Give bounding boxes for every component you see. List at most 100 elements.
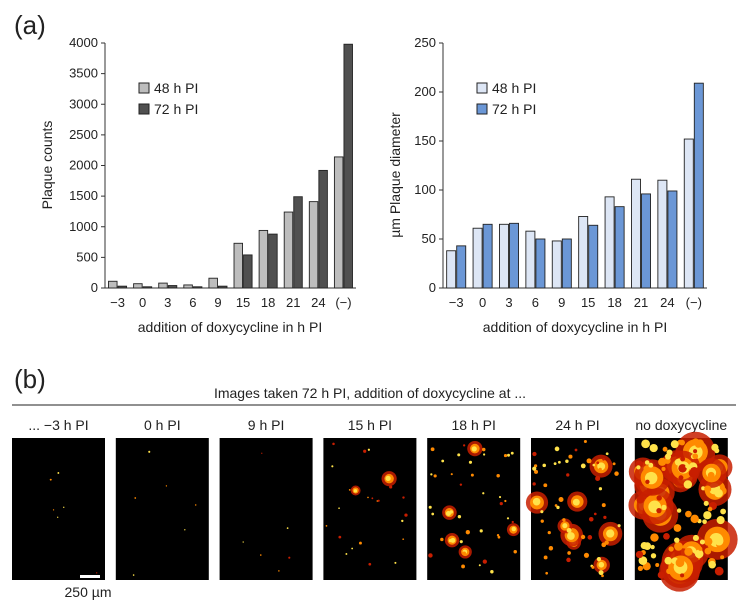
- y-tick-label: 100: [414, 182, 436, 197]
- bar-72-h-pi-2: [167, 285, 178, 289]
- bar-48-h-pi-6: [604, 196, 615, 289]
- x-tick-label: 18: [261, 295, 275, 310]
- x-tick-label: 24: [311, 295, 325, 310]
- y-tick-label: 3000: [69, 96, 98, 111]
- x-tick-label: (−): [335, 295, 351, 310]
- y-tick-label: 200: [414, 84, 436, 99]
- micrograph: [12, 438, 105, 580]
- bar-48-h-pi-1: [133, 283, 143, 289]
- scale-bar: [80, 575, 100, 578]
- image-column-label: no doxycycline: [635, 417, 727, 433]
- bar-72-h-pi-5: [588, 224, 599, 289]
- image-column-label: 0 h PI: [144, 417, 181, 433]
- bar-72-h-pi-1: [142, 286, 153, 289]
- bar-72-h-pi-3: [535, 238, 546, 289]
- image-column-3: 15 h PI: [323, 417, 417, 580]
- image-columns: ... −3 h PI 0 h PI 9 h PI 15 h PI 18 h PI 24 …: [12, 417, 738, 592]
- y-tick-label: 1500: [69, 188, 98, 203]
- y-tick-label: 150: [414, 133, 436, 148]
- x-tick-label: 21: [634, 295, 648, 310]
- image-column-label: 24 h PI: [555, 417, 599, 433]
- micrograph: [115, 438, 209, 580]
- x-tick-label: −3: [110, 295, 125, 310]
- bar-48-h-pi-0: [446, 250, 457, 289]
- x-tick-label: 3: [164, 295, 171, 310]
- bar-72-h-pi-4: [217, 285, 228, 289]
- image-column-5: 24 h PI: [525, 417, 624, 580]
- bar-72-h-pi-9: [693, 82, 704, 289]
- bar-48-h-pi-6: [258, 229, 269, 289]
- bar-72-h-pi-2: [509, 222, 519, 289]
- plaque-spots: [428, 440, 520, 574]
- y-tick-label: 2000: [69, 158, 98, 173]
- bar-48-h-pi-3: [183, 284, 193, 289]
- plaque-spots: [325, 442, 408, 566]
- plaque-spots: [49, 472, 98, 574]
- bar-48-h-pi-3: [525, 230, 536, 289]
- x-tick-label: 9: [214, 295, 221, 310]
- y-tick-label: 250: [414, 35, 436, 50]
- bar-72-h-pi-3: [192, 286, 203, 289]
- x-tick-label: 6: [189, 295, 196, 310]
- micrograph: [219, 438, 313, 580]
- chart-2-legend: 48 h PI 72 h PI: [476, 80, 536, 117]
- legend-swatch-48h: [476, 82, 488, 94]
- chart-1-xlabel: addition of doxycycline in h PI: [138, 319, 322, 335]
- bar-72-h-pi-7: [293, 196, 303, 289]
- bar-72-h-pi-6: [268, 233, 278, 289]
- bar-48-h-pi-4: [551, 240, 562, 289]
- x-tick-label: 0: [139, 295, 146, 310]
- image-column-label: 15 h PI: [348, 417, 392, 433]
- y-tick-label: 0: [429, 280, 436, 295]
- image-column-label: ... −3 h PI: [28, 417, 88, 433]
- bar-48-h-pi-4: [208, 277, 218, 289]
- bar-48-h-pi-7: [631, 178, 641, 289]
- bar-48-h-pi-5: [578, 216, 589, 289]
- image-column-label: 18 h PI: [452, 417, 496, 433]
- chart-2-ylabel: µm Plaque diameter: [387, 112, 403, 238]
- x-tick-label: 15: [581, 295, 595, 310]
- y-tick-label: 1000: [69, 219, 98, 234]
- y-tick-label: 3500: [69, 66, 98, 81]
- bar-48-h-pi-8: [657, 179, 668, 289]
- legend-swatch-48h: [138, 82, 150, 94]
- x-tick-label: 9: [558, 295, 565, 310]
- plaque-spots: [525, 439, 623, 578]
- plaque-counts-chart: Plaque counts addition of doxycycline in…: [39, 35, 356, 335]
- images-heading: Images taken 72 h PI, addition of doxycy…: [214, 385, 526, 401]
- bar-72-h-pi-5: [243, 254, 253, 289]
- y-tick-label: 50: [422, 231, 436, 246]
- bar-72-h-pi-8: [667, 190, 678, 289]
- legend-label-48h: 48 h PI: [154, 80, 198, 96]
- bar-72-h-pi-0: [456, 245, 467, 289]
- legend-swatch-72h: [138, 103, 150, 115]
- y-tick-label: 500: [76, 249, 98, 264]
- x-tick-label: 24: [660, 295, 674, 310]
- micrograph: [427, 438, 521, 580]
- x-tick-label: 21: [286, 295, 300, 310]
- image-column-6: no doxycycline: [628, 417, 738, 592]
- panel-label-b: (b): [14, 364, 46, 394]
- plaque-spots: [132, 450, 197, 576]
- bar-72-h-pi-9: [343, 43, 353, 289]
- image-column-4: 18 h PI: [427, 417, 521, 580]
- bar-72-h-pi-0: [117, 285, 128, 289]
- bar-48-h-pi-9: [333, 156, 344, 289]
- bar-48-h-pi-2: [158, 282, 168, 289]
- bar-48-h-pi-0: [108, 280, 118, 289]
- y-tick-label: 0: [91, 280, 98, 295]
- x-tick-label: 18: [607, 295, 621, 310]
- chart-1-ylabel: Plaque counts: [39, 121, 55, 210]
- plaque-spots: [242, 452, 291, 572]
- image-column-2: 9 h PI: [219, 417, 313, 580]
- x-tick-label: −3: [449, 295, 464, 310]
- bar-48-h-pi-2: [499, 223, 509, 289]
- x-tick-label: 6: [532, 295, 539, 310]
- micrograph: [323, 438, 417, 580]
- legend-label-48h: 48 h PI: [492, 80, 536, 96]
- y-tick-label: 4000: [69, 35, 98, 50]
- image-column-1: 0 h PI: [115, 417, 209, 580]
- x-tick-label: 15: [236, 295, 250, 310]
- chart-1-legend: 48 h PI 72 h PI: [138, 80, 198, 117]
